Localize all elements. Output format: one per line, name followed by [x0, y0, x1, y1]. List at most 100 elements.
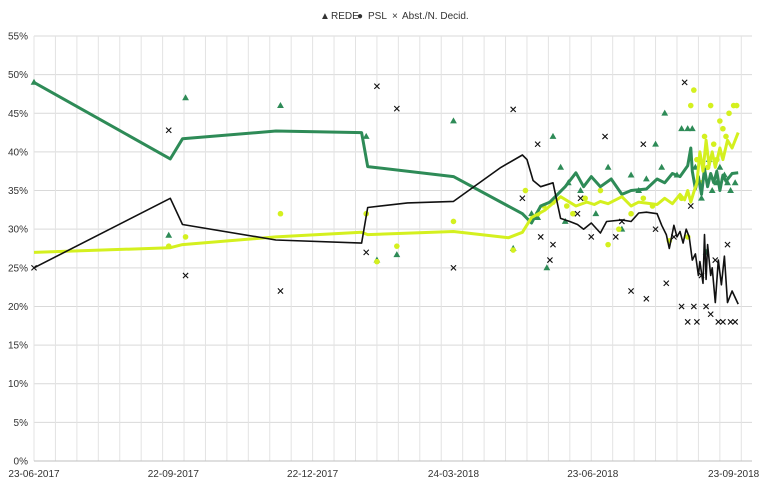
psl-marker [277, 210, 284, 217]
psl-marker [582, 195, 588, 202]
abst-marker [574, 210, 581, 217]
abst-marker [519, 195, 526, 202]
rede-marker [528, 210, 535, 217]
y-tick-label: 0% [14, 457, 29, 468]
rede-marker [652, 140, 659, 147]
abst-marker [690, 303, 697, 310]
abst-marker [727, 318, 734, 325]
y-tick-label: 50% [8, 70, 28, 81]
y-tick-label: 10% [8, 379, 28, 390]
psl-marker [707, 102, 714, 109]
abst-marker [678, 303, 685, 310]
rede-marker [708, 186, 716, 193]
legend: ▲ REDE ● PSL × Abst./N. Decid. [320, 11, 469, 22]
abst-marker [510, 106, 517, 113]
rede-marker [450, 117, 457, 124]
psl-marker [720, 125, 726, 132]
x-tick-label: 22-09-2017 [148, 469, 200, 480]
abst-marker [724, 241, 731, 248]
gridlines [33, 35, 752, 462]
psl-marker [522, 187, 529, 194]
rede-marker [698, 194, 705, 201]
rede-marker [642, 175, 650, 182]
rede-marker [627, 171, 635, 178]
abst-marker [628, 288, 635, 294]
abst-marker [363, 249, 370, 256]
y-tick-label: 35% [8, 186, 28, 197]
y-tick-label: 30% [8, 225, 28, 236]
y-tick-label: 15% [8, 341, 28, 352]
rede-marker [658, 163, 666, 170]
abst-marker [687, 203, 694, 209]
x-axis-ticks: 23-06-2017 22-09-2017 22-12-2017 24-03-2018… [8, 469, 759, 480]
abst-marker [546, 257, 553, 264]
legend-label-abst: Abst./N. Decid. [402, 11, 469, 22]
abst-marker [450, 264, 457, 271]
rede-marker [661, 109, 669, 116]
x-tick-label: 24-03-2018 [428, 469, 480, 480]
y-tick-label: 40% [8, 147, 28, 158]
y-tick-label: 5% [14, 418, 29, 429]
legend-symbol-rede: ▲ [320, 11, 330, 22]
rede-marker [724, 179, 731, 186]
y-tick-label: 45% [8, 109, 28, 120]
abst-marker [703, 303, 710, 310]
abst-marker [643, 295, 650, 302]
abst-marker [652, 226, 659, 233]
rede-marker [604, 163, 612, 170]
x-tick-label: 23-09-2018 [708, 469, 760, 480]
psl-marker [182, 234, 189, 240]
abst-marker [534, 141, 541, 148]
rede-marker [592, 210, 600, 217]
abst-marker [549, 241, 556, 248]
abst-marker [373, 83, 380, 90]
legend-label-rede: REDE [331, 11, 359, 22]
psl-trend-line [33, 132, 740, 254]
rede-marker [678, 125, 685, 132]
rede-marker [731, 179, 739, 186]
abst-marker [681, 79, 688, 86]
psl-marker [597, 187, 604, 194]
rede-marker [393, 251, 401, 258]
abst-marker [693, 318, 700, 325]
legend-label-psl: PSL [368, 11, 387, 22]
rede-marker [688, 125, 696, 132]
rede-marker [684, 125, 692, 132]
abst-marker [277, 288, 284, 294]
psl-marker [394, 243, 400, 249]
abst-marker [715, 318, 722, 325]
psl-marker [691, 87, 697, 93]
rede-marker [543, 264, 551, 271]
abst-marker [182, 272, 189, 279]
rede-marker [716, 163, 724, 170]
y-tick-label: 20% [8, 302, 28, 313]
rede-marker [277, 101, 284, 108]
rede-marker [549, 132, 557, 139]
x-tick-label: 22-12-2017 [287, 469, 339, 480]
psl-marker [510, 247, 516, 253]
psl-marker [687, 102, 694, 109]
psl-marker [616, 226, 622, 232]
y-tick-label: 25% [8, 263, 28, 274]
psl-marker [710, 141, 717, 147]
psl-marker [605, 241, 611, 248]
psl-marker [374, 258, 380, 265]
abst-trend-line [33, 154, 739, 305]
rede-marker [182, 94, 189, 101]
psl-marker [450, 218, 457, 225]
rede-marker [561, 217, 569, 224]
legend-symbol-abst: × [392, 11, 398, 22]
abst-marker [602, 133, 609, 140]
y-tick-label: 55% [8, 32, 28, 43]
rede-marker [727, 186, 734, 193]
rede-marker [534, 213, 542, 220]
abst-marker [732, 318, 739, 325]
abst-marker [640, 141, 647, 148]
psl-marker [733, 102, 740, 109]
legend-symbol-psl: ● [357, 11, 363, 22]
psl-marker [640, 195, 647, 202]
x-tick-label: 23-06-2018 [567, 469, 619, 480]
abst-marker [712, 257, 719, 264]
x-tick-label: 23-06-2017 [8, 469, 60, 480]
psl-marker [570, 210, 576, 217]
